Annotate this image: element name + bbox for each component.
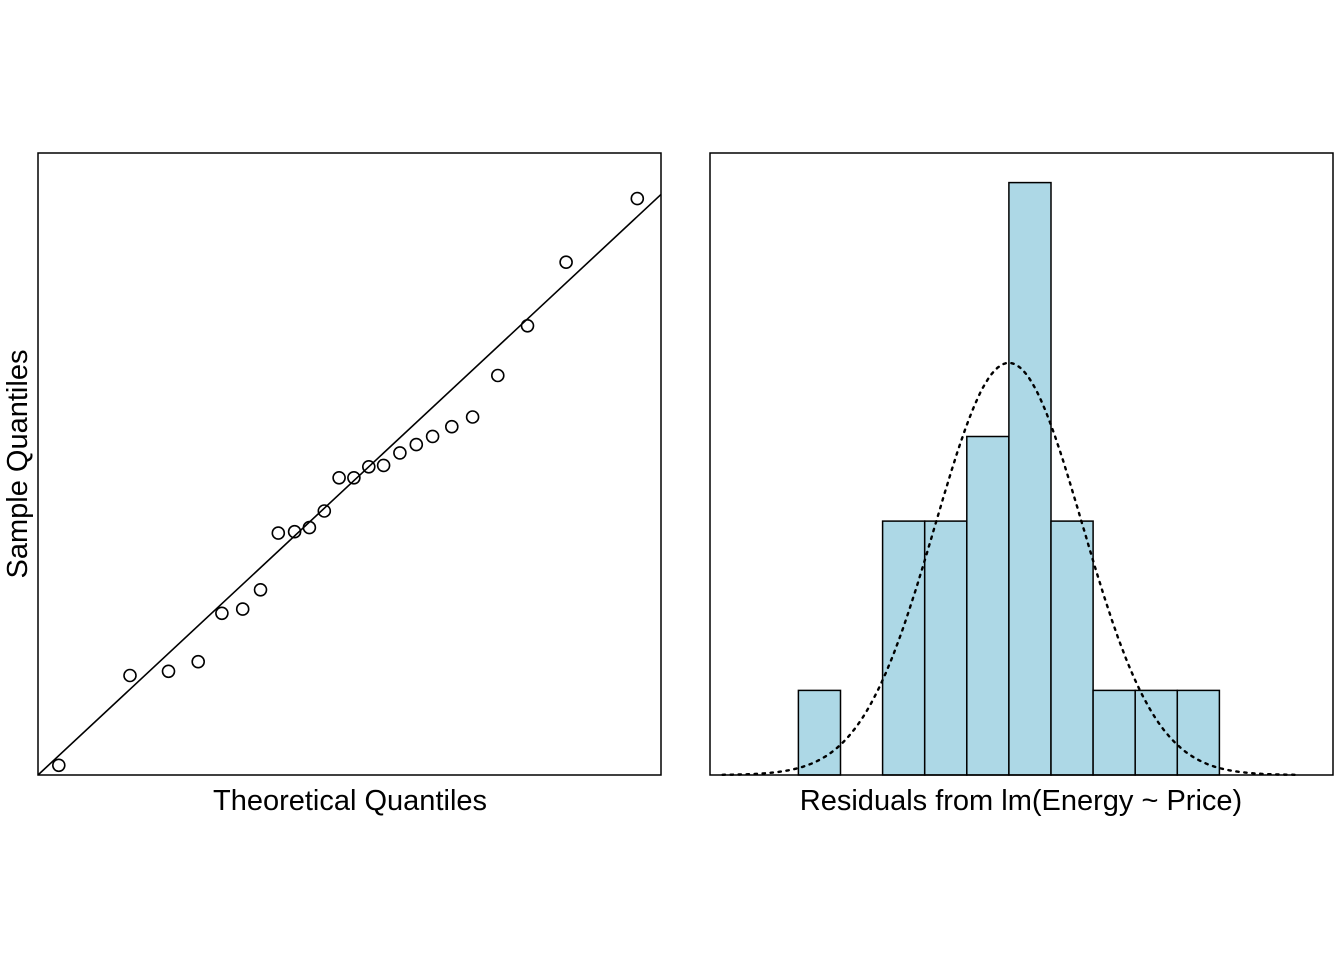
- qq-point: [393, 446, 407, 460]
- histogram-bar: [1050, 520, 1094, 776]
- histogram-bar: [1092, 689, 1136, 776]
- qq-plot-panel: Theoretical Quantiles Sample Quantiles: [2, 152, 662, 817]
- histogram-frame: [709, 152, 1334, 776]
- qq-x-axis-title: Theoretical Quantiles: [213, 785, 487, 817]
- qq-point: [490, 368, 505, 383]
- qq-points: [51, 191, 645, 773]
- histogram-bar: [797, 689, 842, 776]
- histogram-panel: Residuals from lm(Energy ~ Price): [709, 152, 1334, 817]
- qq-point: [51, 758, 66, 773]
- qq-point: [444, 419, 459, 434]
- histogram-bars: [797, 181, 1221, 776]
- qq-point: [559, 255, 573, 270]
- qq-point: [425, 429, 440, 444]
- histogram-bar: [1008, 181, 1052, 776]
- qq-point: [361, 459, 376, 474]
- qq-point: [630, 191, 645, 206]
- histogram-bar: [1176, 689, 1221, 776]
- histogram-bar: [881, 520, 926, 776]
- histogram-bar: [1134, 689, 1179, 776]
- qq-point: [287, 524, 302, 539]
- qq-point: [271, 526, 286, 540]
- qq-point: [235, 602, 250, 616]
- qq-point: [253, 582, 268, 597]
- qq-point: [465, 410, 480, 424]
- histogram-bar: [923, 520, 968, 776]
- qq-point: [123, 668, 137, 683]
- qq-point: [520, 318, 535, 333]
- qq-point: [347, 470, 361, 485]
- qq-point: [191, 654, 205, 669]
- qq-plot-frame: [37, 152, 662, 776]
- qq-point: [332, 470, 346, 485]
- qq-point: [376, 458, 391, 473]
- qq-y-axis-title: Sample Quantiles: [2, 350, 34, 579]
- normal-density-curve: [721, 361, 1297, 776]
- qq-point: [409, 437, 424, 452]
- qq-reference-line: [37, 193, 662, 776]
- qq-point: [215, 606, 229, 621]
- histogram-bar: [966, 435, 1010, 776]
- qq-point: [302, 520, 317, 535]
- qq-point: [317, 504, 332, 518]
- histogram-x-axis-title: Residuals from lm(Energy ~ Price): [800, 785, 1242, 817]
- qq-point: [161, 664, 176, 679]
